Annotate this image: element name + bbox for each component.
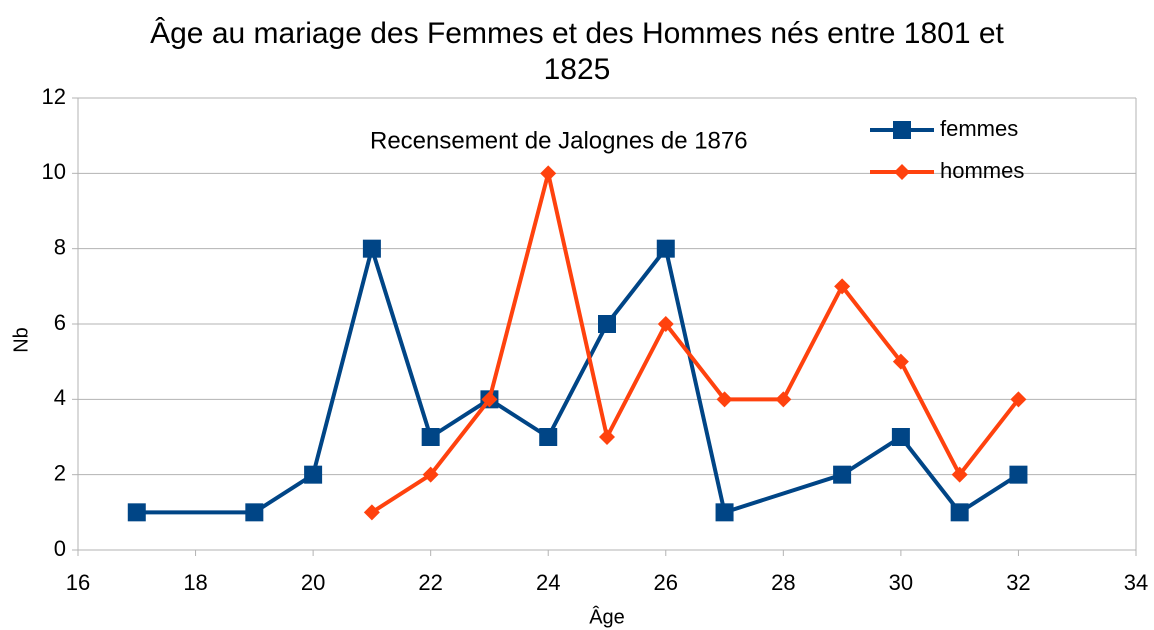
- data-point: [127, 503, 146, 522]
- y-tick-label: 2: [54, 460, 66, 485]
- x-tick-label: 30: [889, 570, 913, 595]
- series-line: [370, 171, 1021, 515]
- data-point: [833, 465, 852, 484]
- data-point: [775, 391, 792, 408]
- data-point: [656, 239, 675, 258]
- x-tick-label: 32: [1006, 570, 1030, 595]
- series-line: [136, 246, 1020, 515]
- data-point: [481, 391, 498, 408]
- data-point: [304, 465, 323, 484]
- y-tick-label: 8: [54, 234, 66, 259]
- y-tick-label: 4: [54, 385, 66, 410]
- data-point: [834, 278, 851, 295]
- chart-title: Âge au mariage des Femmes et des Hommes …: [150, 17, 1004, 86]
- y-tick-label: 12: [42, 84, 66, 109]
- y-tick-label: 10: [42, 159, 66, 184]
- legend-marker: [894, 164, 910, 180]
- data-point: [1009, 465, 1028, 484]
- x-axis-label: Âge: [589, 605, 625, 628]
- data-point: [422, 466, 439, 483]
- x-tick-label: 26: [654, 570, 678, 595]
- data-point: [892, 353, 909, 370]
- x-tick-label: 18: [183, 570, 207, 595]
- data-point: [245, 503, 264, 522]
- y-tick-label: 0: [54, 536, 66, 561]
- data-point: [540, 165, 557, 182]
- x-tick-label: 28: [771, 570, 795, 595]
- legend-label: hommes: [940, 158, 1024, 183]
- legend-label: femmes: [940, 116, 1018, 141]
- data-point: [539, 428, 558, 446]
- y-tick-label: 6: [54, 310, 66, 335]
- data-point: [363, 504, 380, 521]
- y-axis-label: Nb: [10, 327, 32, 353]
- data-point: [891, 428, 910, 446]
- legend-marker: [893, 121, 911, 139]
- annotation: Recensement de Jalognes de 1876: [370, 127, 748, 154]
- data-point: [421, 428, 440, 446]
- x-tick-label: 24: [536, 570, 560, 595]
- x-tick-label: 20: [301, 570, 325, 595]
- data-point: [716, 391, 733, 408]
- x-tick-label: 22: [418, 570, 442, 595]
- data-point: [657, 316, 674, 332]
- x-tick-label: 16: [66, 570, 90, 595]
- data-point: [362, 239, 381, 258]
- data-point: [715, 503, 734, 522]
- data-point: [598, 315, 616, 333]
- data-point: [950, 503, 969, 522]
- data-point: [951, 466, 968, 483]
- x-tick-label: 34: [1124, 570, 1148, 595]
- data-point: [599, 429, 615, 445]
- data-point: [1010, 391, 1027, 408]
